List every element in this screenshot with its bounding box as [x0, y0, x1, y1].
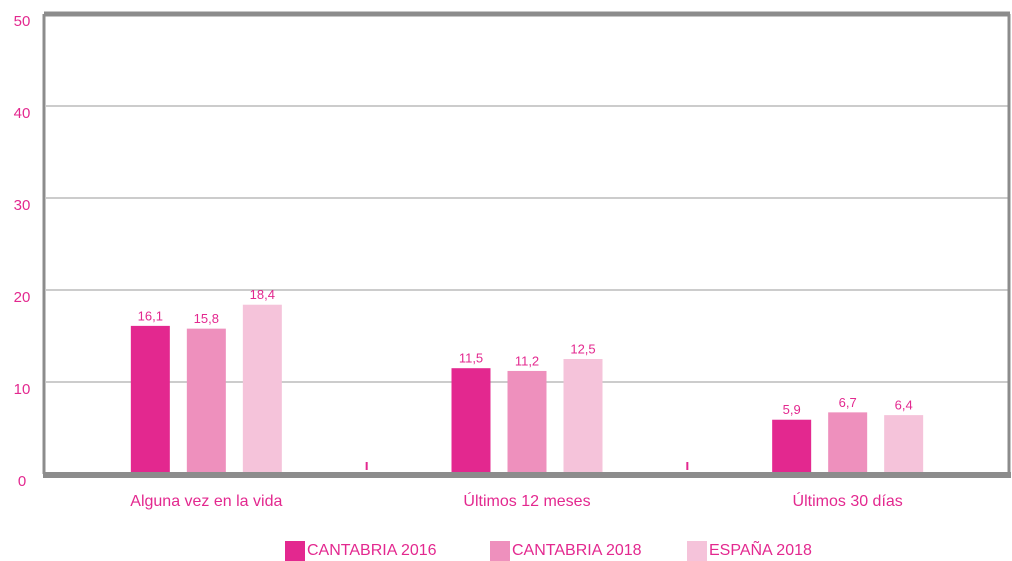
legend-label: ESPAÑA 2018 — [709, 539, 812, 559]
legend-swatch — [285, 541, 305, 561]
value-label: 6,4 — [895, 398, 913, 413]
y-tick-label: 50 — [14, 13, 31, 30]
value-label: 18,4 — [250, 287, 275, 302]
y-tick-label: 20 — [14, 289, 31, 306]
bar — [772, 419, 812, 474]
bar — [186, 328, 226, 474]
value-label: 12,5 — [570, 341, 595, 356]
y-tick-label: 30 — [14, 197, 31, 214]
x-tick-label: Alguna vez en la vida — [130, 493, 282, 510]
value-label: 11,2 — [515, 353, 539, 368]
legend-label: CANTABRIA 2016 — [307, 542, 437, 559]
bar — [451, 368, 491, 474]
value-label: 16,1 — [138, 308, 163, 323]
x-tick-label: Últimos 12 meses — [463, 491, 590, 510]
value-label: 5,9 — [783, 402, 801, 417]
x-tick-label: Últimos 30 días — [793, 491, 903, 510]
value-label: 6,7 — [839, 395, 857, 410]
bar — [242, 304, 282, 474]
bar — [884, 415, 924, 474]
legend-swatch — [687, 541, 707, 561]
y-tick-label: 0 — [18, 473, 26, 490]
bar — [130, 325, 170, 474]
value-label: 15,8 — [194, 311, 219, 326]
bar — [828, 412, 868, 474]
legend-label: CANTABRIA 2018 — [512, 542, 642, 559]
y-tick-label: 40 — [14, 105, 31, 122]
legend-swatch — [490, 541, 510, 561]
y-tick-label: 10 — [14, 381, 31, 398]
bar — [563, 359, 603, 474]
bar — [507, 370, 547, 474]
value-label: 11,5 — [459, 351, 483, 366]
